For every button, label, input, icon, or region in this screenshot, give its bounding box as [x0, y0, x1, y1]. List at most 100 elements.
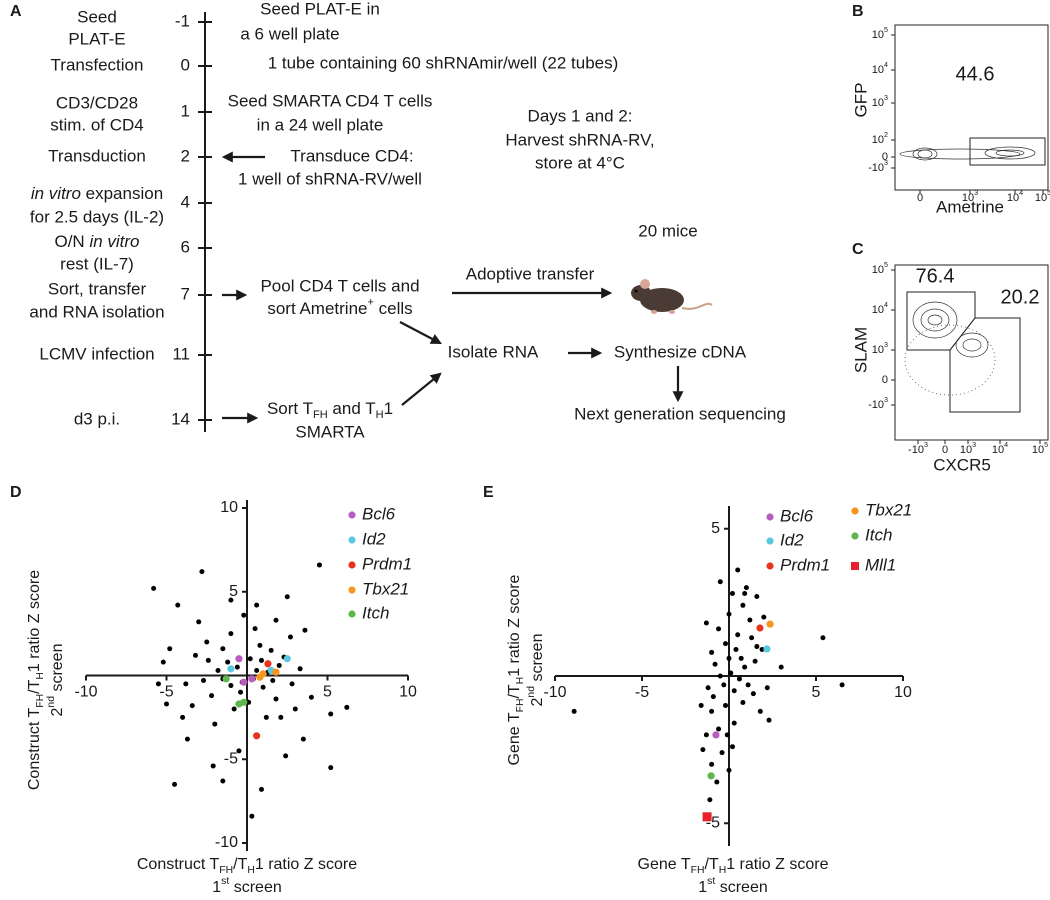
- x-tick-label: 104: [1007, 189, 1023, 204]
- data-point: [700, 747, 706, 753]
- step-text: Pool CD4 T cells and: [260, 276, 419, 295]
- data-point: [155, 681, 161, 687]
- x-tick-label: 10: [894, 684, 912, 701]
- arrow: [401, 372, 442, 406]
- data-point: [278, 714, 284, 720]
- text-segment: screen: [229, 879, 281, 896]
- text-segment: 4: [1019, 189, 1023, 197]
- data-point: [225, 659, 231, 665]
- data-point: [201, 678, 207, 684]
- data-point: [234, 664, 240, 670]
- step-text: a 6 well plate: [240, 24, 339, 43]
- y-tick-label: 10: [220, 499, 238, 516]
- text-segment: in vitro: [31, 184, 81, 203]
- gate-frequency: 44.6: [956, 63, 995, 85]
- data-point: [761, 614, 767, 620]
- data-point: [247, 656, 253, 662]
- y-axis-title: 2nd screen: [526, 634, 547, 707]
- text-segment: -10: [868, 399, 884, 411]
- step-label: Seed: [77, 7, 117, 26]
- legend-marker: [766, 513, 774, 521]
- step-text: Isolate RNA: [448, 342, 539, 361]
- step-text: Seed PLAT-E in: [260, 0, 380, 18]
- data-point: [723, 641, 729, 647]
- step-label: rest (IL-7): [60, 254, 134, 273]
- y-tick-label: 105: [872, 26, 888, 41]
- text-segment: 3: [884, 94, 888, 102]
- data-point: [714, 779, 720, 785]
- text-segment: /T: [704, 856, 718, 873]
- day-label: 4: [181, 192, 190, 211]
- legend-marker: [851, 532, 859, 540]
- gate-frequency: 20.2: [1001, 286, 1040, 308]
- legend-marker: [348, 561, 356, 569]
- data-point: [183, 681, 189, 687]
- data-point: [252, 626, 258, 632]
- data-point: [754, 593, 760, 599]
- data-point: [778, 664, 784, 670]
- legend-label: Bcl6: [780, 506, 814, 525]
- step-label: Transduction: [48, 146, 146, 165]
- x-tick-label: 103: [960, 441, 976, 456]
- data-point: [222, 675, 230, 683]
- legend-label: Id2: [780, 530, 804, 549]
- step-text: Transduce CD4:: [290, 146, 413, 165]
- legend-marker: [348, 511, 356, 519]
- step-label: O/N in vitro: [54, 232, 139, 251]
- step-label: d3 p.i.: [74, 409, 120, 428]
- text-segment: Construct T: [26, 708, 43, 791]
- y-tick-label: 0: [882, 374, 888, 386]
- x-tick-label: 103: [962, 189, 978, 204]
- day-label: 0: [181, 55, 190, 74]
- data-point: [204, 639, 210, 645]
- data-point: [750, 691, 756, 697]
- data-point: [709, 708, 715, 714]
- step-label: LCMV infection: [39, 344, 154, 363]
- data-point: [745, 682, 751, 688]
- data-point: [721, 682, 727, 688]
- x-tick-label: -10: [543, 684, 566, 701]
- data-point: [258, 657, 264, 663]
- panel-label: D: [10, 484, 22, 501]
- step-text: Synthesize cDNA: [614, 342, 747, 361]
- day-label: 14: [171, 409, 190, 428]
- y-tick-label: 103: [872, 341, 888, 356]
- density-contours: [899, 146, 1036, 161]
- legend-marker: [348, 536, 356, 544]
- data-point: [199, 569, 205, 575]
- data-point: [740, 602, 746, 608]
- y-tick-label: 102: [872, 131, 888, 146]
- y-axis-title: Gene TFH/TH1 ratio Z score: [506, 574, 525, 765]
- step-label: PLAT-E: [68, 29, 125, 48]
- data-point: [272, 668, 280, 676]
- data-point: [703, 732, 709, 738]
- day-label: 11: [172, 344, 190, 363]
- data-point: [263, 714, 269, 720]
- text-segment: nd: [46, 696, 57, 708]
- step-text: Seed SMARTA CD4 T cells: [228, 91, 433, 110]
- data-point: [710, 694, 716, 700]
- text-segment: 10: [962, 192, 974, 204]
- panel-label: E: [483, 484, 494, 501]
- x-tick-label: -5: [159, 684, 173, 701]
- data-point: [839, 682, 845, 688]
- x-tick-label: 5: [323, 684, 332, 701]
- data-point: [215, 667, 221, 673]
- panel-label: C: [852, 241, 864, 258]
- data-point: [735, 632, 741, 638]
- legend-label: Id2: [362, 529, 386, 548]
- data-point: [736, 676, 742, 682]
- text-segment: 10: [872, 64, 884, 76]
- text-segment: 3: [924, 441, 928, 449]
- data-point: [273, 617, 279, 623]
- x-tick-label: 10: [399, 684, 417, 701]
- text-segment: 10: [872, 304, 884, 316]
- data-point: [726, 655, 732, 661]
- text-segment: in vitro: [89, 232, 139, 251]
- y-tick-label: 5: [229, 583, 238, 600]
- x-axis-title: Gene TFH/TH1 ratio Z score: [638, 856, 829, 875]
- text-segment: FH: [219, 865, 233, 876]
- data-point: [731, 688, 737, 694]
- plot-frame: [894, 24, 1049, 191]
- data-point: [264, 660, 272, 668]
